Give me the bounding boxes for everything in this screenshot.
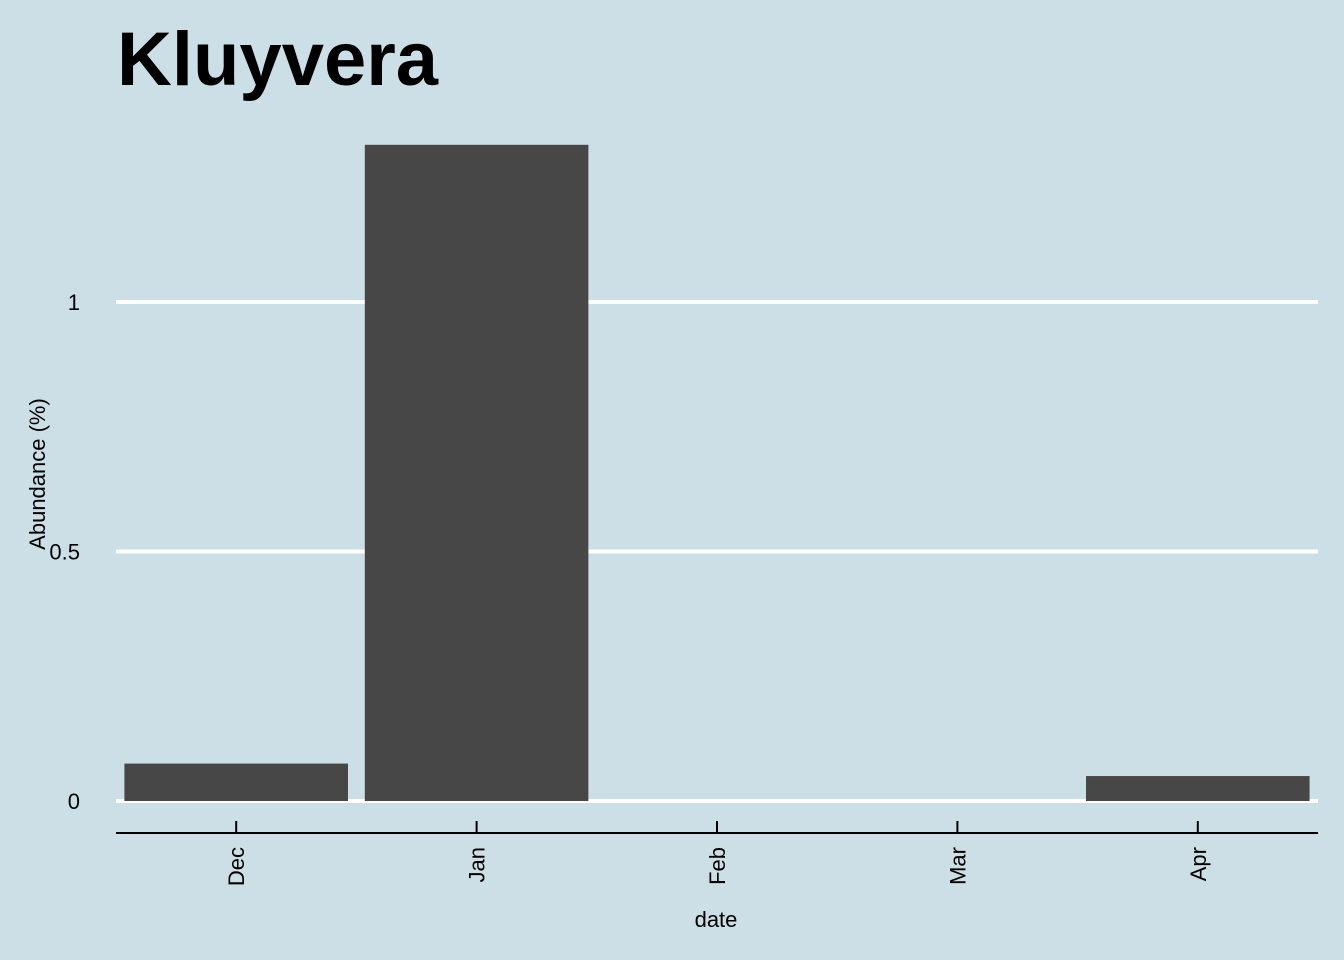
x-tick-label: Mar (945, 847, 970, 885)
x-tick-label: Dec (224, 847, 249, 886)
x-tick-label: Feb (705, 847, 730, 885)
y-tick-label: 1 (68, 290, 80, 315)
bar-apr (1086, 776, 1310, 801)
bar-jan (364, 144, 589, 801)
x-tick-label: Apr (1186, 847, 1211, 881)
bar-dec (124, 763, 348, 801)
y-tick-label: 0 (68, 789, 80, 814)
chart-title: Kluyvera (117, 17, 439, 102)
y-tick-label: 0.5 (49, 540, 80, 565)
y-axis-ticks: 00.51 (49, 290, 80, 814)
x-tick-label: Jan (465, 847, 490, 882)
x-axis: Dec Jan Feb Mar Apr (116, 821, 1318, 886)
grid-lines (116, 300, 1318, 803)
x-axis-label: date (695, 907, 738, 932)
bars (124, 144, 1310, 801)
y-axis-label: Abundance (%) (25, 398, 50, 550)
